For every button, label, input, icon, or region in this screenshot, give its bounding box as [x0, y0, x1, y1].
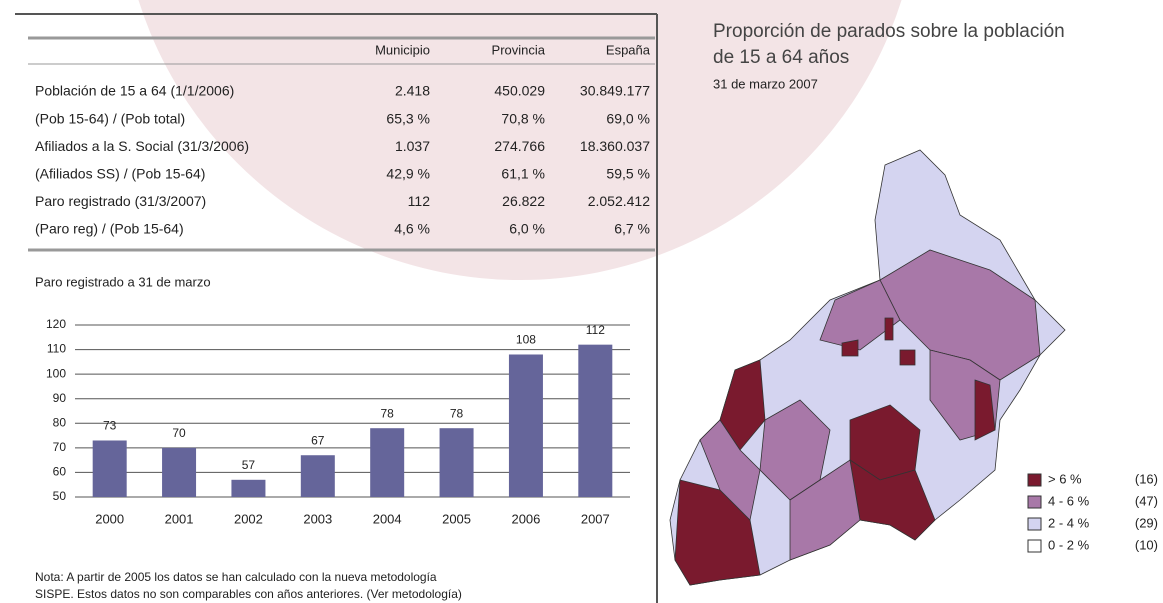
data-label: 78: [450, 406, 464, 420]
cell: 2.418: [395, 83, 430, 99]
y-tick-label: 110: [47, 342, 66, 356]
legend-count: (16): [1135, 471, 1158, 486]
cell: 70,8 %: [501, 110, 545, 126]
cell: 42,9 %: [386, 166, 430, 182]
row-label: Afiliados a la S. Social (31/3/2006): [35, 138, 249, 154]
map-title: Proporción de parados sobre la población: [713, 21, 1065, 42]
bar: [300, 455, 335, 497]
cell: 112: [408, 193, 431, 209]
cell: 69,0 %: [606, 110, 650, 126]
bar: [92, 440, 127, 497]
row-label: (Paro reg) / (Pob 15-64): [35, 221, 184, 237]
legend-swatch: [1027, 473, 1042, 487]
bar: [439, 428, 474, 497]
row-label: (Pob 15-64) / (Pob total): [35, 110, 185, 126]
x-tick-label: 2000: [95, 511, 124, 526]
cell: 61,1 %: [501, 166, 545, 182]
map: [669, 149, 1066, 586]
y-tick-label: 80: [53, 415, 67, 429]
data-label: 73: [103, 419, 117, 433]
cell: 4,6 %: [394, 221, 430, 237]
y-tick-label: 70: [53, 440, 67, 454]
cell: 30.849.177: [580, 83, 650, 99]
map-subtitle: 31 de marzo 2007: [713, 76, 818, 91]
legend-label: 0 - 2 %: [1048, 537, 1090, 552]
data-label: 112: [586, 323, 605, 337]
note: Nota: A partir de 2005 los datos se han …: [35, 570, 437, 584]
legend-count: (10): [1135, 537, 1158, 552]
bar: [231, 479, 266, 497]
note: SISPE. Estos datos no son comparables co…: [35, 587, 462, 601]
legend-label: > 6 %: [1048, 471, 1082, 486]
column-header: España: [606, 42, 651, 57]
data-label: 67: [311, 433, 325, 447]
x-tick-label: 2004: [373, 511, 402, 526]
data-label: 70: [172, 426, 186, 440]
cell: 65,3 %: [386, 110, 430, 126]
legend-swatch: [1027, 495, 1042, 509]
y-tick-label: 60: [53, 465, 67, 479]
chart-title: Paro registrado a 31 de marzo: [35, 274, 211, 289]
cell: 6,7 %: [614, 221, 650, 237]
y-tick-label: 50: [53, 489, 67, 503]
y-tick-label: 90: [53, 391, 67, 405]
y-tick-label: 100: [46, 366, 66, 380]
legend-swatch: [1027, 539, 1042, 553]
row-label: Paro registrado (31/3/2007): [35, 193, 206, 209]
x-tick-label: 2001: [165, 511, 194, 526]
x-tick-label: 2002: [234, 511, 263, 526]
x-tick-label: 2006: [511, 511, 540, 526]
row-label: Población de 15 a 64 (1/1/2006): [35, 83, 234, 99]
legend-swatch: [1027, 517, 1042, 531]
legend-count: (29): [1135, 515, 1158, 530]
legend-count: (47): [1135, 493, 1158, 508]
cell: 450.029: [494, 83, 545, 99]
x-tick-label: 2007: [581, 511, 610, 526]
cell: 2.052.412: [588, 193, 650, 209]
cell: 1.037: [395, 138, 430, 154]
row-label: (Afiliados SS) / (Pob 15-64): [35, 166, 205, 182]
cell: 6,0 %: [509, 221, 545, 237]
y-tick-label: 120: [46, 317, 66, 331]
bar: [508, 354, 543, 497]
bar: [370, 428, 405, 497]
column-header: Provincia: [492, 42, 546, 57]
bar: [162, 447, 197, 497]
cell: 18.360.037: [580, 138, 650, 154]
cell: 274.766: [494, 138, 545, 154]
cell: 59,5 %: [606, 166, 650, 182]
column-header: Municipio: [375, 42, 430, 57]
map-title: de 15 a 64 años: [713, 47, 849, 68]
data-label: 78: [381, 406, 395, 420]
legend-label: 2 - 4 %: [1048, 515, 1090, 530]
legend-label: 4 - 6 %: [1048, 493, 1090, 508]
cell: 26.822: [502, 193, 545, 209]
data-label: 108: [516, 333, 536, 347]
x-tick-label: 2003: [303, 511, 332, 526]
x-tick-label: 2005: [442, 511, 471, 526]
watermark: [138, 0, 902, 280]
bar: [578, 344, 613, 497]
data-label: 57: [242, 458, 256, 472]
